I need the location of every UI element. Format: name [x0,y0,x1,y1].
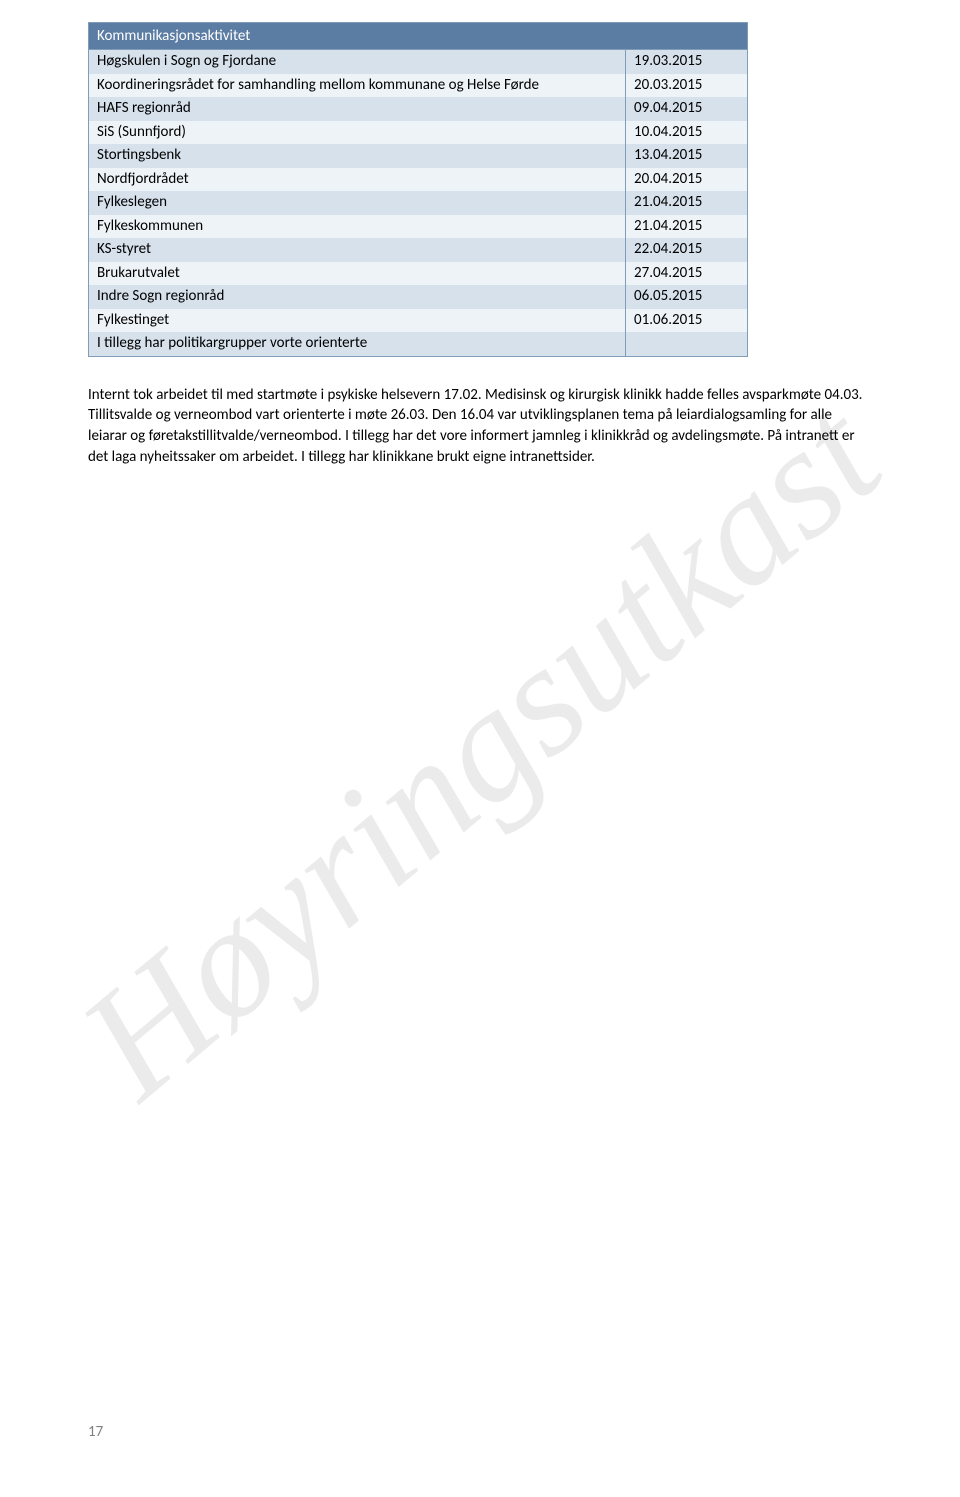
row-date [626,332,748,356]
table-header: Kommunikasjonsaktivitet [89,23,748,50]
table-row: Fylkeslegen21.04.2015 [89,191,748,215]
communication-table: Kommunikasjonsaktivitet Høgskulen i Sogn… [88,22,748,357]
table-row: SiS (Sunnfjord)10.04.2015 [89,121,748,145]
row-label: Stortingsbenk [89,144,626,168]
row-date: 20.04.2015 [626,168,748,192]
page-number: 17 [88,1423,103,1441]
row-label: I tillegg har politikargrupper vorte ori… [89,332,626,356]
row-date: 10.04.2015 [626,121,748,145]
table-row: I tillegg har politikargrupper vorte ori… [89,332,748,356]
row-date: 09.04.2015 [626,97,748,121]
row-date: 22.04.2015 [626,238,748,262]
row-date: 21.04.2015 [626,191,748,215]
row-date: 13.04.2015 [626,144,748,168]
table-row: Høgskulen i Sogn og Fjordane19.03.2015 [89,50,748,74]
row-label: Fylkeskommunen [89,215,626,239]
row-label: Indre Sogn regionråd [89,285,626,309]
row-date: 06.05.2015 [626,285,748,309]
page-content: Kommunikasjonsaktivitet Høgskulen i Sogn… [0,0,960,527]
table-row: Indre Sogn regionråd06.05.2015 [89,285,748,309]
table-row: Fylkestinget01.06.2015 [89,309,748,333]
table-row: Brukarutvalet27.04.2015 [89,262,748,286]
row-label: Fylkestinget [89,309,626,333]
row-date: 19.03.2015 [626,50,748,74]
row-label: Brukarutvalet [89,262,626,286]
row-date: 27.04.2015 [626,262,748,286]
row-label: SiS (Sunnfjord) [89,121,626,145]
row-date: 21.04.2015 [626,215,748,239]
row-label: Nordfjordrådet [89,168,626,192]
table-row: Stortingsbenk13.04.2015 [89,144,748,168]
body-paragraph: Internt tok arbeidet til med startmøte i… [88,385,872,468]
row-label: Fylkeslegen [89,191,626,215]
row-label: KS-styret [89,238,626,262]
row-label: Koordineringsrådet for samhandling mello… [89,74,626,98]
row-date: 20.03.2015 [626,74,748,98]
table-row: Koordineringsrådet for samhandling mello… [89,74,748,98]
table-row: HAFS regionråd09.04.2015 [89,97,748,121]
table-row: Nordfjordrådet20.04.2015 [89,168,748,192]
row-label: Høgskulen i Sogn og Fjordane [89,50,626,74]
row-date: 01.06.2015 [626,309,748,333]
table-row: KS-styret22.04.2015 [89,238,748,262]
row-label: HAFS regionråd [89,97,626,121]
table-row: Fylkeskommunen21.04.2015 [89,215,748,239]
